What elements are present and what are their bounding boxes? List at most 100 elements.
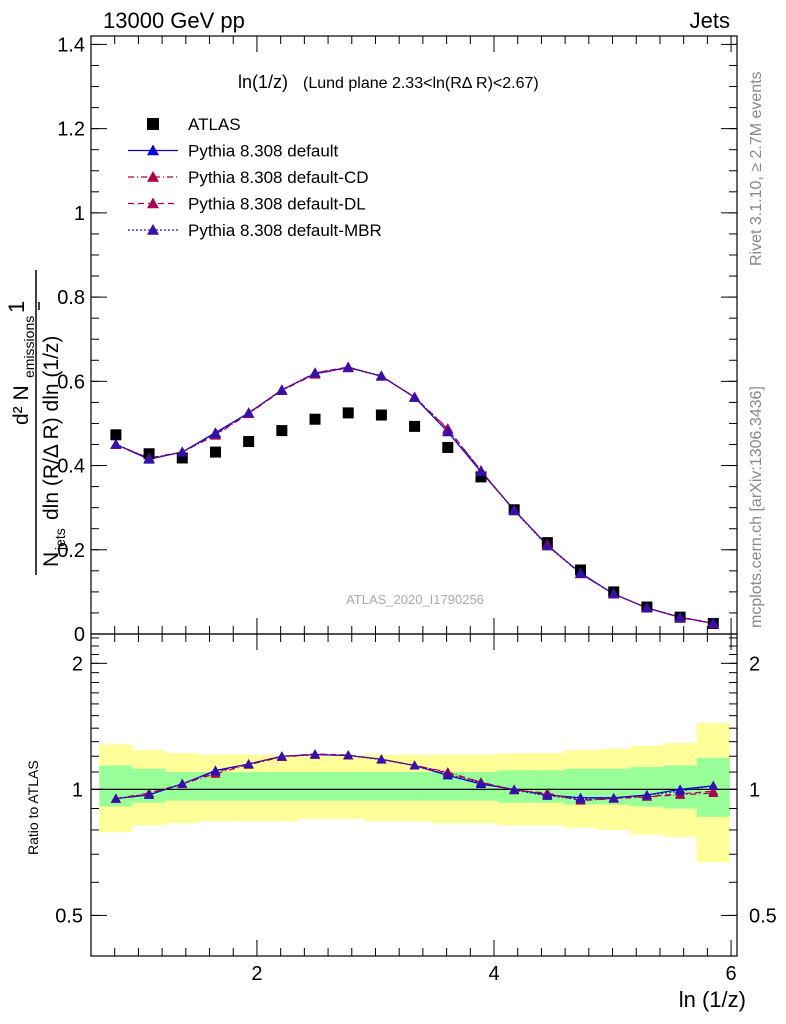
ratio-band-inner: [364, 772, 398, 801]
series-point-4: [575, 567, 587, 578]
lower-y-tick-label-right: 2: [749, 653, 760, 675]
upper-y-tick-label: 1.4: [57, 34, 85, 56]
legend-marker-atlas: [147, 118, 159, 130]
series-point-4: [508, 505, 520, 516]
series-line-3: [115, 366, 714, 625]
x-tick-label: 2: [251, 963, 262, 985]
legend-label-2: Pythia 8.308 default-CD: [188, 168, 369, 187]
ratio-point-4: [708, 780, 719, 790]
atlas-data-point: [110, 429, 122, 441]
upper-ylabel-numerator-sub: emissions: [21, 316, 37, 378]
ratio-point-4: [542, 790, 553, 800]
legend-label-1: Pythia 8.308 default: [188, 142, 339, 161]
upper-y-tick-label: 0: [74, 624, 85, 646]
atlas-data-point: [209, 446, 221, 458]
annotation-subtitle: (Lund plane 2.33<ln(RΔ R)<2.67): [303, 75, 539, 92]
upper-ylabel-numerator: d² N: [10, 385, 33, 425]
series-point-4: [276, 384, 288, 395]
ratio-point-4: [343, 750, 354, 760]
ratio-point-4: [144, 789, 155, 799]
ratio-point-3: [708, 786, 719, 796]
series-point-4: [243, 407, 255, 418]
upper-ylabel-denominator: N: [40, 552, 63, 567]
series-point-4: [309, 367, 321, 378]
ratio-point-4: [110, 793, 121, 803]
upper-y-tick-label: 1.2: [57, 119, 85, 141]
ratio-point-4: [376, 754, 387, 764]
upper-y-tick-label: 0.6: [57, 371, 85, 393]
series-point-4: [608, 588, 620, 599]
series-point-4: [409, 391, 421, 402]
ratio-point-4: [675, 786, 686, 796]
atlas-data-point: [475, 471, 487, 483]
mcplots-side-label: mcplots.cern.ch [arXiv:1306.3436]: [748, 386, 765, 628]
lower-y-tick-label: 0.5: [55, 905, 83, 927]
upper-y-tick-label: 0.2: [57, 540, 85, 562]
atlas-data-point: [176, 452, 188, 464]
ratio-point-4: [276, 751, 287, 761]
ratio-point-4: [509, 785, 520, 795]
upper-y-tick-label: 1: [74, 203, 85, 225]
ratio-band-inner: [265, 772, 299, 801]
upper-ylabel: 1 1: [4, 301, 40, 313]
ratio-band-inner: [397, 772, 432, 801]
atlas-data-point: [243, 436, 255, 448]
series-line-2: [115, 367, 714, 625]
lower-y-tick-label-right: 1: [749, 779, 760, 801]
x-tick-label: 6: [726, 963, 737, 985]
atlas-data-point: [276, 425, 288, 437]
annotation-title: ln(1/z): [238, 72, 288, 92]
lower-y-tick-label: 1: [72, 779, 83, 801]
atlas-data-point: [342, 407, 354, 419]
atlas-data-point: [309, 413, 321, 425]
header-left: 13000 GeV pp: [103, 8, 245, 33]
series-point-4: [110, 438, 122, 449]
lower-frame: [90, 633, 738, 957]
upper-ylabel-fraction: d² N emissions N jets dln (R/Δ R) dln (1…: [10, 270, 68, 575]
ratio-band-inner: [298, 772, 332, 801]
series-point-4: [209, 428, 221, 438]
x-axis-label: ln (1/z): [679, 987, 746, 1012]
ratio-band-inner: [232, 772, 266, 801]
series-point-4: [707, 617, 719, 628]
legend: ATLAS Pythia 8.308 default Pythia 8.308 de…: [128, 115, 382, 240]
legend-marker-3: [147, 197, 159, 209]
legend-marker-2: [147, 171, 159, 182]
series-point-4: [641, 602, 653, 613]
ratio-point-4: [409, 760, 420, 770]
atlas-data-point: [442, 441, 454, 453]
atlas-data-point: [409, 420, 421, 432]
series-point-4: [143, 453, 155, 464]
ratio-band-inner: [331, 772, 365, 801]
lower-y-tick-label-right: 0.5: [749, 905, 777, 927]
series-point-4: [375, 370, 387, 381]
legend-marker-1: [147, 144, 159, 156]
series-point-4: [442, 425, 454, 436]
ratio-point-4: [243, 758, 254, 768]
ratio-point-4: [641, 790, 652, 800]
ratio-point-4: [210, 766, 221, 776]
atlas-data-point: [375, 409, 387, 421]
header-right: Jets: [690, 8, 730, 33]
series-point-4: [674, 611, 686, 622]
ratio-point-4: [310, 749, 321, 759]
legend-label-3: Pythia 8.308 default-DL: [188, 195, 366, 214]
lower-y-tick-label: 2: [72, 653, 83, 675]
upper-y-tick-label: 0.8: [57, 287, 85, 309]
lower-ylabel: Ratio to ATLAS: [25, 760, 41, 855]
upper-ylabel-denominator-sub: jets: [52, 528, 68, 551]
lower-panel: 0.5 0.5 1 1 2 2 2 4 6: [55, 633, 777, 985]
series-point-4: [475, 465, 487, 476]
series-line-1: [115, 366, 714, 625]
legend-marker-4: [147, 224, 159, 235]
legend-label-0: ATLAS: [188, 115, 241, 134]
series-point-4: [176, 446, 188, 457]
ratio-point-4: [575, 794, 586, 804]
legend-label-4: Pythia 8.308 default-MBR: [188, 221, 382, 240]
rivet-side-label: Rivet 3.1.10, ≥ 2.7M events: [748, 71, 765, 266]
ratio-point-4: [608, 793, 619, 803]
series-line-4: [115, 366, 714, 624]
upper-ylabel-denominator-rest: dln (R/Δ R) dln (1/z): [40, 336, 63, 520]
series-point-4: [541, 540, 553, 551]
